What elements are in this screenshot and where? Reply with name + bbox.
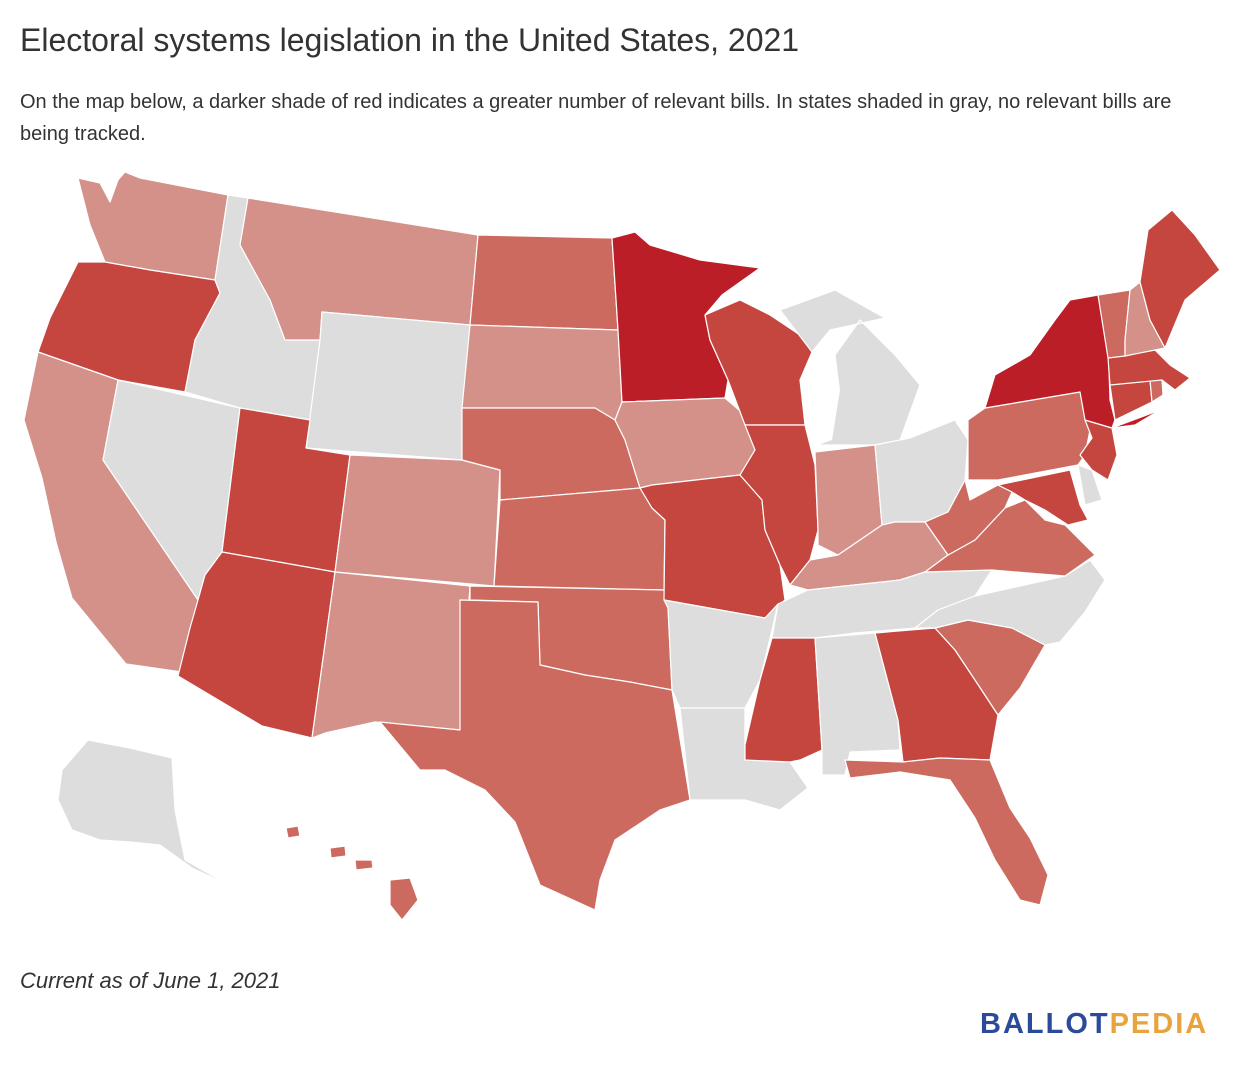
state-mo[interactable] [639, 474, 786, 619]
state-tx[interactable] [379, 599, 691, 911]
state-wi[interactable] [704, 299, 813, 426]
state-ia[interactable] [614, 397, 756, 489]
logo-part-pedia: PEDIA [1109, 1008, 1209, 1040]
state-co[interactable] [334, 454, 501, 587]
us-choropleth-map [0, 160, 1240, 960]
state-ma[interactable] [1107, 349, 1191, 391]
state-ar[interactable] [663, 599, 779, 709]
state-ct[interactable] [1109, 379, 1153, 421]
state-nc[interactable] [914, 559, 1106, 646]
state-il[interactable] [739, 424, 819, 586]
state-wa[interactable] [77, 171, 229, 281]
map-subtitle: On the map below, a darker shade of red … [20, 91, 1172, 145]
logo-part-ballot: BALLOT [980, 1008, 1110, 1040]
state-nm[interactable] [311, 571, 471, 739]
state-wy[interactable] [305, 311, 471, 461]
state-fl[interactable] [844, 757, 1049, 906]
state-sd[interactable] [461, 324, 623, 421]
state-me[interactable] [1139, 209, 1221, 349]
state-md[interactable] [997, 469, 1089, 526]
state-nd[interactable] [469, 234, 619, 331]
state-la[interactable] [679, 707, 809, 811]
state-hi[interactable] [285, 825, 419, 921]
footnote: Current as of June 1, 2021 [20, 968, 281, 993]
state-ak[interactable] [57, 739, 251, 891]
map-title: Electoral systems legislation in the Uni… [20, 22, 800, 58]
lake-michigan [812, 350, 840, 445]
state-ri[interactable] [1149, 379, 1164, 403]
state-de[interactable] [1077, 464, 1103, 506]
state-nj[interactable] [1079, 419, 1118, 481]
ballotpedia-logo[interactable]: BALLOTPEDIA [980, 1008, 1208, 1041]
state-ks[interactable] [493, 487, 666, 591]
